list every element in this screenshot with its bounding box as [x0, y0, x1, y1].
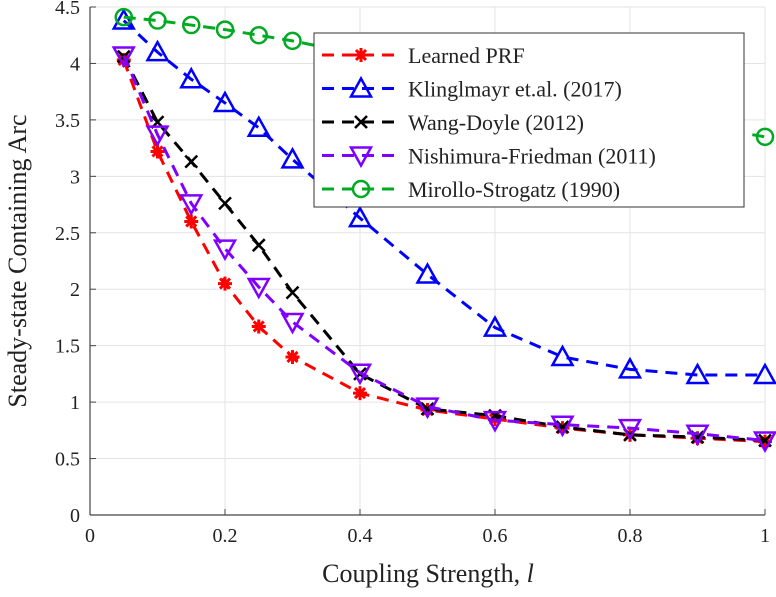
- data-point: [550, 415, 575, 438]
- legend-entry: Mirollo-Strogatz (1990): [322, 177, 620, 202]
- series-line: [122, 54, 766, 442]
- data-point: [685, 424, 710, 447]
- data-point: [212, 239, 238, 262]
- legend-entry: Wang-Doyle (2012): [322, 110, 584, 135]
- data-point: [111, 7, 136, 30]
- data-point: [215, 20, 235, 39]
- legend-label: Nishimura-Friedman (2011): [408, 144, 656, 169]
- x-tick-label: 0: [85, 525, 95, 547]
- data-point: [184, 154, 199, 169]
- legend-box: [313, 32, 745, 208]
- legend-marker: [348, 75, 374, 98]
- legend-entry: Nishimura-Friedman (2011): [322, 144, 656, 169]
- data-point: [285, 349, 300, 364]
- data-point: [246, 115, 271, 138]
- data-point: [280, 146, 305, 169]
- y-tick-label: 2.5: [55, 223, 80, 245]
- legend-marker: [348, 146, 374, 169]
- data-point: [218, 276, 232, 291]
- data-point: [617, 418, 643, 441]
- series-3: [111, 46, 776, 454]
- data-point: [218, 196, 232, 211]
- data-point: [182, 15, 201, 35]
- legend-label: Learned PRF: [408, 43, 525, 68]
- data-point: [752, 362, 776, 385]
- data-point: [347, 363, 373, 386]
- data-point: [415, 261, 440, 284]
- y-tick-label: 0: [70, 505, 80, 527]
- legend: Learned PRF Klinglmayr et.al. (2017) Wang-…: [313, 32, 745, 208]
- data-point: [150, 144, 165, 159]
- legend-marker: [354, 115, 368, 129]
- y-tick-label: 0.5: [55, 449, 80, 471]
- x-axis-label: Coupling Strength, l: [322, 559, 534, 588]
- data-point: [283, 31, 302, 51]
- data-point: [285, 285, 300, 300]
- legend-marker: [351, 179, 371, 199]
- x-tick-label: 0.4: [348, 525, 373, 547]
- data-point: [420, 402, 435, 416]
- data-point: [251, 238, 266, 253]
- data-point: [752, 431, 776, 454]
- series-1: [111, 7, 776, 385]
- data-point: [251, 319, 266, 334]
- y-tick-label: 4.5: [55, 0, 80, 19]
- data-point: [184, 214, 199, 229]
- data-point: [148, 11, 167, 30]
- data-point: [179, 66, 204, 89]
- axes: 0 0.2 0.4 0.6 0.8 1 0 0.5 1 1.5 2 2.5 3 3.5 4 4.5: [55, 0, 770, 547]
- y-tick-label: 3.5: [55, 110, 80, 132]
- y-tick-label: 1: [70, 392, 80, 414]
- data-point: [179, 194, 204, 217]
- data-point: [249, 25, 268, 45]
- legend-marker: [354, 48, 368, 62]
- data-point: [482, 410, 508, 433]
- series-line: [122, 19, 765, 377]
- data-point: [617, 356, 643, 379]
- legend-entry: Learned PRF: [322, 43, 525, 68]
- x-tick-label: 0.8: [618, 525, 643, 547]
- series-line: [123, 15, 766, 139]
- data-point: [280, 312, 305, 335]
- y-tick-label: 2: [70, 279, 80, 301]
- legend-entry: Klinglmayr et.al. (2017): [322, 75, 622, 102]
- y-tick-label: 4: [70, 53, 80, 75]
- data-point: [347, 205, 373, 228]
- x-tick-label: 0.2: [213, 525, 238, 547]
- data-point: [246, 277, 271, 300]
- legend-label: Wang-Doyle (2012): [408, 110, 584, 135]
- data-point: [755, 127, 775, 147]
- data-point: [212, 90, 238, 113]
- y-axis-label: Steady-state Containing Arc: [3, 114, 32, 407]
- data-point: [111, 46, 136, 69]
- legend-label: Klinglmayr et.al. (2017): [408, 77, 622, 102]
- y-tick-label: 3: [70, 166, 80, 188]
- data-point: [114, 7, 133, 27]
- data-point: [116, 53, 131, 68]
- data-point: [482, 315, 508, 337]
- data-point: [145, 125, 170, 148]
- x-tick-label: 0.6: [483, 525, 508, 547]
- data-point: [145, 39, 170, 62]
- data-point: [550, 344, 575, 367]
- y-tick-label: 1.5: [55, 336, 80, 358]
- x-tick-label: 1: [760, 525, 770, 547]
- data-point: [415, 397, 440, 420]
- data-point: [353, 386, 367, 401]
- data-point: [685, 362, 710, 385]
- legend-label: Mirollo-Strogatz (1990): [408, 177, 620, 202]
